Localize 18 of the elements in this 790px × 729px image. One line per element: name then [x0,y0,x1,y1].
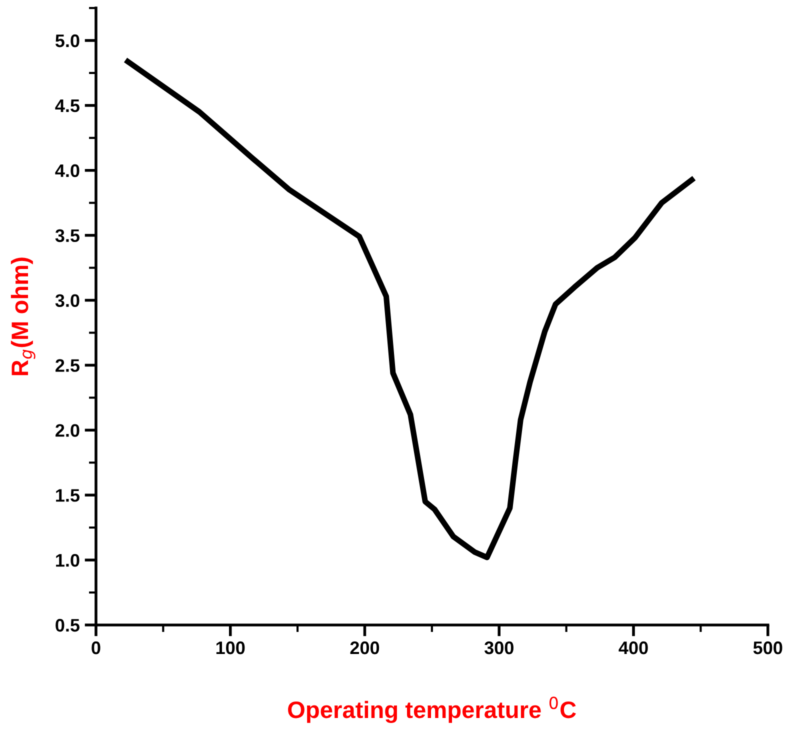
x-tick-label: 500 [753,641,782,654]
x-tick-label: 200 [350,641,380,654]
y-axis-title: R$_{g}$(M ohm) [10,258,36,376]
y-tick-label: 3.5 [55,229,80,242]
y-tick-label: 0.5 [56,618,80,632]
x-tick-label: 300 [484,641,514,654]
y-tick-label: 1.5 [56,489,80,502]
x-tick-label: 100 [216,641,245,654]
x-tick-label: 400 [618,641,648,654]
y-tick-label: 5.0 [55,34,80,48]
y-tick-label: 1.0 [56,554,80,567]
x-axis-title: Operating temperature $^{0}$C [288,696,576,723]
x-tick-label: 0 [92,641,100,654]
y-tick-label: 4.0 [55,164,80,178]
y-tick-label: 4.5 [55,100,80,112]
y-tick-label: 3.0 [55,294,80,308]
y-tick-label: 2.0 [56,424,80,437]
y-tick-label: 2.5 [56,359,80,372]
